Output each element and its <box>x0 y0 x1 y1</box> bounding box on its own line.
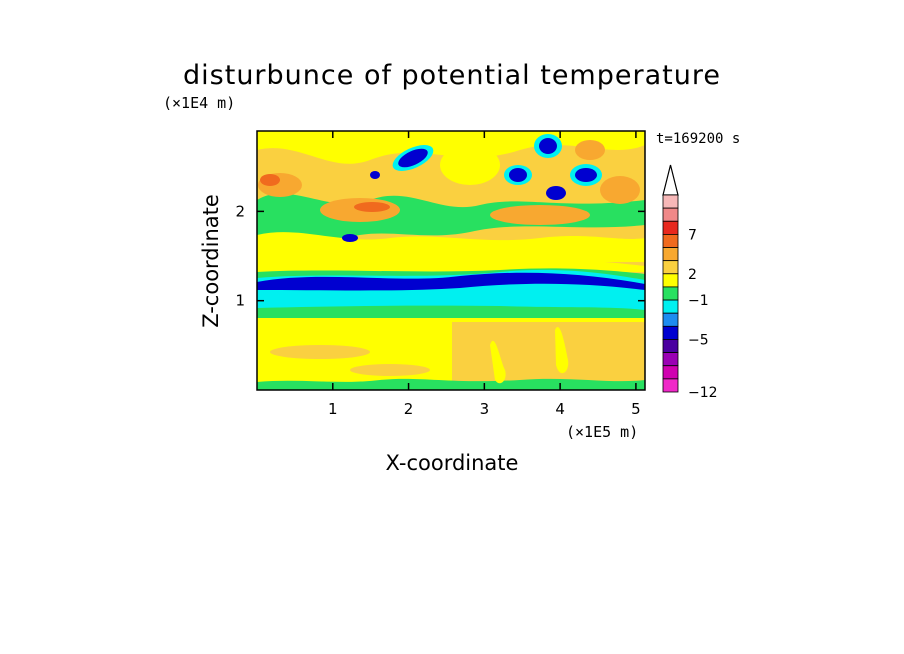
colorbar-bin-14 <box>662 378 679 393</box>
colorbar-bin-1 <box>662 207 679 222</box>
colorbar-label-1: 2 <box>688 267 697 283</box>
y-tick-label-1: 2 <box>235 202 245 220</box>
colorbar-bin-2 <box>662 220 679 235</box>
y-unit-label: (×1E4 m) <box>163 94 235 112</box>
x-unit-label: (×1E5 m) <box>566 423 638 441</box>
x-tick-label-0: 1 <box>328 400 338 418</box>
colorbar-arrow <box>662 164 679 196</box>
colorbar-label-3: −5 <box>688 332 709 348</box>
colorbar-bin-6 <box>662 273 679 288</box>
colorbar-bin-0 <box>662 194 679 209</box>
x-axis-label: X-coordinate <box>386 451 519 475</box>
colorbar-bin-11 <box>662 339 679 354</box>
colorbar-bin-7 <box>662 286 679 301</box>
colorbar-bin-4 <box>662 247 679 262</box>
colorbar-label-0: 7 <box>688 227 697 243</box>
colorbar-bin-5 <box>662 260 679 275</box>
x-tick-label-3: 4 <box>555 400 565 418</box>
x-tick-label-2: 3 <box>480 400 490 418</box>
y-axis-label: Z-coordinate <box>199 194 223 328</box>
colorbar-label-4: −12 <box>688 385 718 401</box>
time-label: t=169200 s <box>656 131 740 147</box>
colorbar-bin-13 <box>662 365 679 380</box>
y-tick-label-0: 1 <box>235 292 245 310</box>
y-axis: 12 <box>235 202 645 310</box>
colorbar-bin-10 <box>662 325 679 340</box>
contour-field <box>257 131 645 390</box>
colorbar-bin-9 <box>662 312 679 327</box>
colorbar-bin-8 <box>662 299 679 314</box>
plot-frame <box>256 130 646 391</box>
chart-title: disturbunce of potential temperature <box>183 60 721 91</box>
colorbar-bin-3 <box>662 233 679 248</box>
x-tick-label-4: 5 <box>631 400 641 418</box>
x-tick-label-1: 2 <box>404 400 414 418</box>
x-axis: 1 2 3 4 5 <box>328 131 641 418</box>
colorbar-label-2: −1 <box>688 293 709 309</box>
colorbar: 7 2 −1 −5 −12 <box>662 164 718 401</box>
colorbar-bin-12 <box>662 352 679 367</box>
